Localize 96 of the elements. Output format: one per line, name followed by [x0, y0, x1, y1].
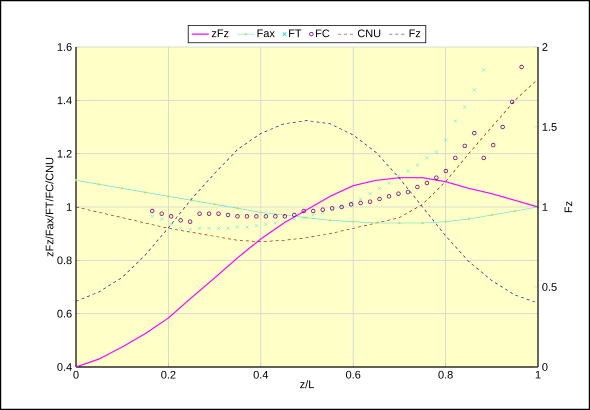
point [453, 119, 458, 124]
point [472, 130, 476, 136]
point [226, 226, 230, 230]
point [264, 214, 268, 219]
point [472, 88, 476, 92]
x-tick-label: 0.2 [161, 370, 176, 379]
legend-label: Fax [258, 30, 275, 38]
y2-tick-label: 1 [542, 203, 548, 211]
y-tick-label: 0.6 [57, 310, 72, 318]
point [434, 150, 438, 154]
point [453, 156, 458, 160]
point [282, 220, 287, 224]
x-tick-label: 1 [536, 370, 541, 378]
point [273, 214, 278, 219]
point [320, 207, 325, 212]
point [491, 142, 496, 148]
point [311, 208, 316, 214]
point [198, 226, 202, 230]
legend-label: zFz [212, 30, 228, 38]
point [425, 156, 429, 160]
point [406, 190, 410, 194]
y-tick-label: 0.4 [57, 363, 72, 371]
point [292, 212, 296, 218]
point [235, 214, 240, 219]
point [169, 222, 174, 226]
point [396, 174, 400, 178]
point [168, 214, 174, 219]
point [282, 214, 288, 219]
y2-tick-label: 2 [542, 43, 548, 51]
point [482, 68, 486, 72]
point [206, 211, 212, 216]
point [434, 175, 439, 180]
point [416, 163, 420, 168]
point [462, 144, 467, 148]
point [368, 199, 372, 204]
legend-label: FT [289, 30, 302, 38]
point [197, 211, 202, 216]
point [358, 197, 362, 201]
point [160, 211, 164, 216]
point [216, 226, 220, 230]
x-tick-label: 0.8 [438, 370, 453, 379]
y-axis-title: zFz/Fax/FT/FC/CNU [45, 158, 54, 256]
y2-axis-title: Fz [564, 201, 572, 212]
point [245, 225, 249, 229]
point [178, 226, 183, 230]
legend-label: FC [316, 29, 330, 38]
point [273, 221, 278, 225]
point [368, 192, 372, 196]
point [320, 210, 325, 214]
point [500, 124, 505, 130]
point [226, 212, 230, 218]
point [216, 211, 221, 216]
x-tick-label: 0.4 [254, 370, 268, 379]
point [264, 222, 268, 226]
point [244, 214, 250, 219]
point [150, 214, 154, 218]
y-tick-label: 1.2 [58, 150, 72, 158]
x-tick-label: 0.6 [346, 370, 360, 379]
point [150, 208, 154, 214]
point [510, 100, 514, 104]
point [311, 213, 316, 217]
y2-tick-label: 0.5 [542, 283, 557, 291]
y-tick-label: 1.6 [58, 43, 72, 51]
y2-tick-label: 1.5 [542, 123, 557, 131]
point [444, 138, 448, 142]
point [188, 228, 192, 232]
point [519, 64, 524, 70]
point [207, 226, 211, 230]
point [160, 217, 164, 221]
point [302, 208, 306, 214]
point [406, 169, 410, 173]
y2-tick-label: 0 [542, 363, 548, 371]
point [396, 191, 401, 196]
point [358, 200, 363, 206]
point [254, 214, 259, 219]
point [424, 180, 430, 186]
point [444, 168, 448, 174]
point [415, 184, 420, 190]
point [377, 196, 382, 202]
point [178, 218, 183, 223]
legend-label: CNU [358, 29, 380, 38]
x-axis-title: z/L [300, 380, 314, 388]
x-tick-label: 0 [73, 370, 79, 379]
point [462, 105, 467, 109]
y-tick-label: 1.4 [58, 96, 72, 104]
point [386, 194, 392, 199]
y-tick-label: 1 [66, 203, 72, 211]
point [254, 224, 258, 228]
point [378, 186, 382, 190]
y-tick-label: 0.8 [57, 256, 72, 264]
point [236, 225, 240, 229]
legend-label: Fz [410, 30, 420, 38]
point [292, 217, 296, 221]
point [188, 219, 192, 224]
point [482, 156, 486, 160]
point [302, 216, 306, 220]
